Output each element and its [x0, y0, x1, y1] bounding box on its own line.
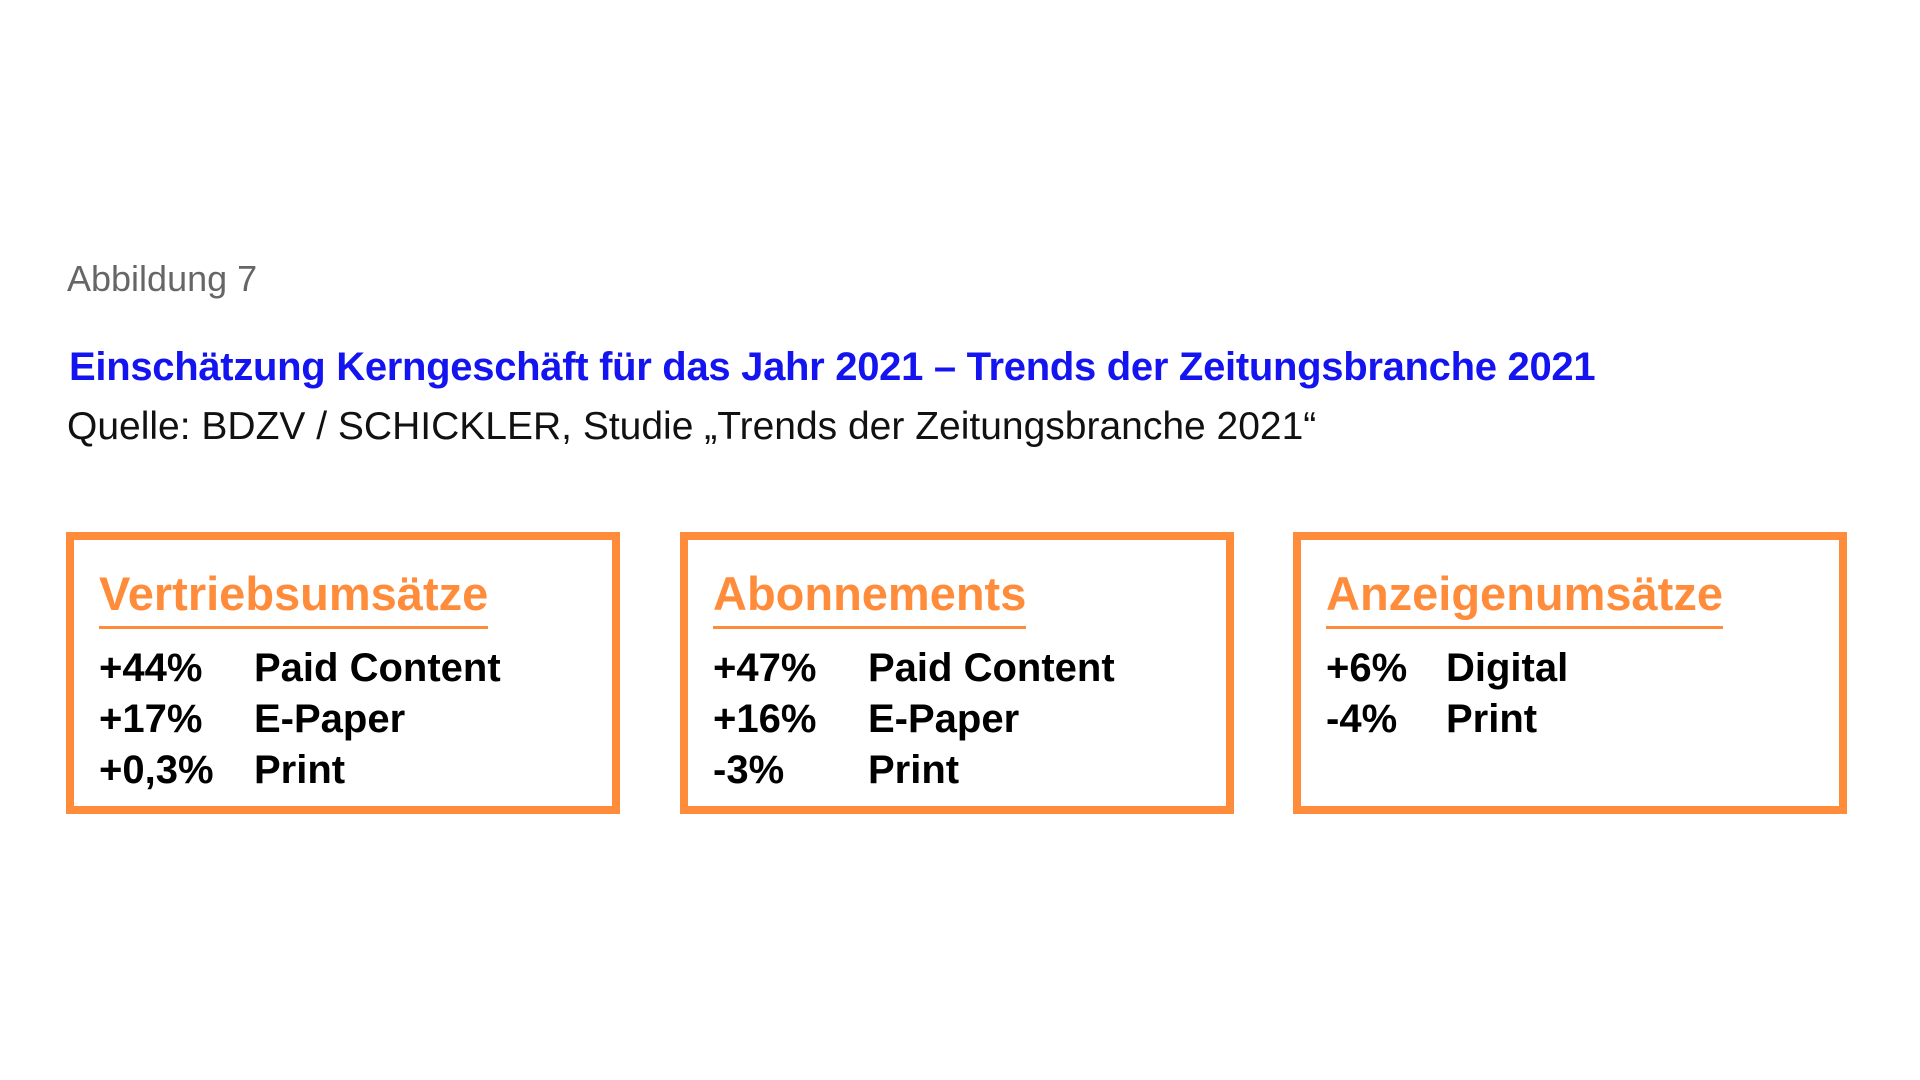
stat-label: E-Paper [868, 697, 1020, 741]
card-heading: Vertriebsumsätze [99, 566, 489, 629]
stat-value: +0,3% [99, 748, 214, 792]
card-heading: Abonnements [713, 566, 1027, 629]
source-caption: Quelle: BDZV / SCHICKLER, Studie „Trends… [67, 405, 1317, 448]
stat-row: +6% Digital [1326, 643, 1568, 694]
stat-row: +16% E-Paper [713, 694, 1115, 745]
stat-value: +16% [713, 697, 817, 741]
stat-value: +44% [99, 646, 203, 690]
stat-label: Print [1446, 697, 1538, 741]
card-anzeigenumsaetze: Anzeigenumsätze +6% Digital -4% Print [1293, 532, 1847, 814]
figure-label: Abbildung 7 [67, 258, 258, 299]
stat-label: E-Paper [254, 697, 406, 741]
stat-row: -3% Print [713, 745, 1115, 796]
stat-label: Print [868, 748, 960, 792]
stat-label: Paid Content [254, 646, 501, 690]
card-vertriebsumsaetze: Vertriebsumsätze +44% Paid Content +17% E-… [66, 532, 620, 814]
card-heading: Anzeigenumsätze [1326, 566, 1723, 629]
stat-value: +6% [1326, 646, 1408, 690]
figure-title: Einschätzung Kerngeschäft für das Jahr 2… [69, 345, 1596, 389]
stat-value: -4% [1326, 697, 1398, 741]
stat-label: Print [254, 748, 346, 792]
stat-row: +44% Paid Content [99, 643, 501, 694]
stat-label: Paid Content [868, 646, 1115, 690]
stat-row: +0,3% Print [99, 745, 501, 796]
stat-value: +17% [99, 697, 203, 741]
stat-label: Digital [1446, 646, 1569, 690]
stat-row: +17% E-Paper [99, 694, 501, 745]
stat-row: -4% Print [1326, 694, 1568, 745]
stat-value: +47% [713, 646, 817, 690]
stat-value: -3% [713, 748, 785, 792]
stat-row: +47% Paid Content [713, 643, 1115, 694]
card-abonnements: Abonnements +47% Paid Content +16% E-Paper… [680, 532, 1234, 814]
